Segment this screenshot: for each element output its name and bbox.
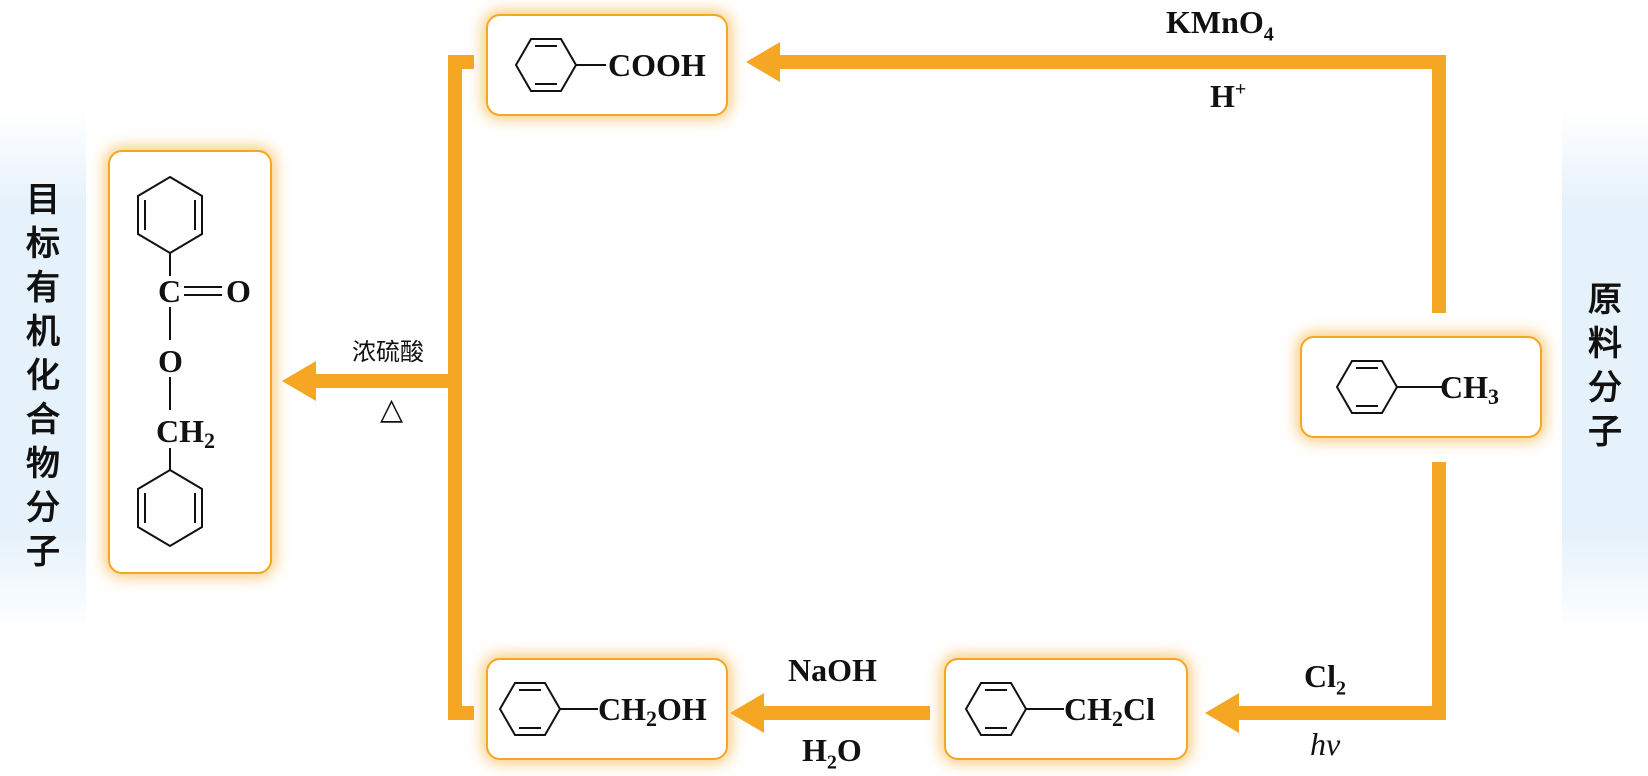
ch2cl-group: CH2Cl xyxy=(1064,691,1155,731)
chlorination-pipe-vertical xyxy=(1432,462,1446,720)
benzene-ring-bottom xyxy=(137,468,203,548)
benzyl-alcohol-structure: CH2OH xyxy=(498,682,707,736)
toluene-card: CH3 xyxy=(1300,336,1542,438)
ester-oxygen: O xyxy=(158,343,183,379)
ch3-group: CH3 xyxy=(1440,369,1499,409)
cooh-group: COOH xyxy=(608,47,706,83)
methylene-group: CH2 xyxy=(156,413,215,453)
target-char: 合 xyxy=(26,400,60,440)
benzoic-acid-card: COOH xyxy=(486,14,728,116)
esterification-reagent: 浓硫酸 xyxy=(352,338,424,366)
benzene-ring-top xyxy=(137,175,203,255)
chlorination-arrowhead xyxy=(1205,693,1239,733)
benzyl-chloride-structure: CH2Cl xyxy=(964,682,1155,736)
raw-material-label: 原料分子 xyxy=(1562,278,1648,454)
chlorination-pipe-horizontal xyxy=(1238,706,1446,720)
esterification-condition: △ xyxy=(380,392,404,427)
target-char: 机 xyxy=(26,312,60,352)
raw-char: 料 xyxy=(1588,324,1622,364)
oxidation-pipe-vertical xyxy=(1432,55,1446,313)
oxidation-pipe-horizontal xyxy=(770,55,1446,69)
hydrolysis-arrowhead xyxy=(730,693,764,733)
target-char: 目 xyxy=(26,180,60,220)
esterification-pipe xyxy=(314,374,462,388)
benzyl-chloride-card: CH2Cl xyxy=(944,658,1188,760)
benzoic-acid-structure: COOH xyxy=(514,38,706,92)
oxidation-condition: H+ xyxy=(1210,78,1247,114)
target-char: 子 xyxy=(26,532,60,572)
chlorination-condition: hν xyxy=(1310,726,1341,762)
raw-char: 原 xyxy=(1588,280,1622,320)
raw-char: 分 xyxy=(1588,368,1622,408)
oxidation-arrowhead xyxy=(746,42,780,82)
chlorination-reagent: Cl2 xyxy=(1304,658,1346,700)
hydrolysis-pipe xyxy=(762,706,930,720)
benzyl-alcohol-card: CH2OH xyxy=(486,658,728,760)
target-molecule-panel: 目标有机化合物分子 xyxy=(0,110,86,630)
ester-structure: C O O CH2 xyxy=(137,175,251,548)
hydrolysis-condition: H2O xyxy=(802,732,862,774)
oxidation-reagent: KMnO4 xyxy=(1166,4,1274,46)
raw-material-panel: 原料分子 xyxy=(1562,110,1648,630)
toluene-structure: CH3 xyxy=(1335,360,1499,414)
target-char: 化 xyxy=(26,356,60,396)
target-char: 标 xyxy=(26,224,60,264)
target-char: 有 xyxy=(26,268,60,308)
ch2oh-group: CH2OH xyxy=(598,691,707,731)
esterification-arrowhead xyxy=(282,361,316,401)
raw-char: 子 xyxy=(1588,412,1622,452)
ester-card: C O O CH2 xyxy=(108,150,272,574)
target-char: 分 xyxy=(26,488,60,528)
hydrolysis-reagent: NaOH xyxy=(788,652,877,688)
carbonyl-oxygen: O xyxy=(226,273,251,309)
target-molecule-label: 目标有机化合物分子 xyxy=(0,178,86,574)
carbonyl-carbon: C xyxy=(158,273,181,309)
target-char: 物 xyxy=(26,444,60,484)
